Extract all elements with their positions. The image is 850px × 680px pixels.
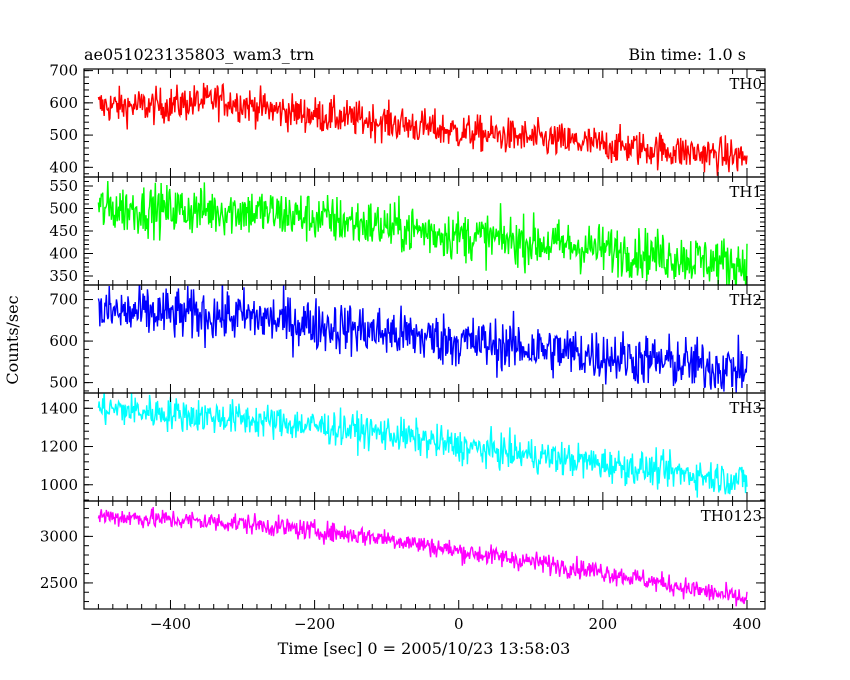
y-tick-label: 400: [49, 245, 78, 263]
series-th2: [97, 285, 748, 393]
panel-label: TH1: [729, 183, 762, 201]
series-th0: [97, 82, 748, 176]
x-tick-label: 400: [733, 615, 762, 633]
y-tick-label: 3000: [40, 527, 78, 545]
series-th1: [97, 181, 748, 285]
x-axis: −400 −200 0 200 400: [150, 615, 761, 633]
x-tick-label: 200: [589, 615, 618, 633]
x-axis-label: Time [sec] 0 = 2005/10/23 13:58:03: [278, 639, 571, 658]
y-tick-label: 500: [49, 374, 78, 392]
series-th3: [97, 393, 748, 498]
y-tick-label: 450: [49, 222, 78, 240]
panel-th0: 400 500 600 700 TH0: [49, 62, 766, 178]
y-tick-label: 600: [49, 94, 78, 112]
y-tick-label: 500: [49, 126, 78, 144]
panel-th0123: 2500 3000 TH0123: [40, 500, 766, 610]
panel-label: TH2: [729, 291, 762, 309]
y-tick-label: 400: [49, 158, 78, 176]
panel-label: TH0: [729, 75, 762, 93]
y-tick-label: 600: [49, 332, 78, 350]
y-tick-label: 1200: [40, 438, 78, 456]
x-tick-label: −200: [294, 615, 335, 633]
y-axis-label: Counts/sec: [3, 295, 22, 384]
y-tick-label: 350: [49, 267, 78, 285]
panel-th3: 1000 1200 1400 TH3: [40, 392, 766, 502]
y-tick-label: 2500: [40, 574, 78, 592]
y-tick-label: 1400: [40, 399, 78, 417]
panel-label: TH0123: [701, 507, 762, 525]
bin-time-label: Bin time: 1.0 s: [628, 45, 746, 64]
y-tick-label: 700: [49, 62, 78, 80]
panel-th2: 500 600 700 TH2: [49, 284, 766, 394]
y-tick-label: 500: [49, 200, 78, 218]
series-th0123: [97, 506, 748, 607]
y-tick-label: 1000: [40, 476, 78, 494]
y-tick-label: 550: [49, 177, 78, 195]
x-tick-label: 0: [454, 615, 464, 633]
chart-title: ae051023135803_wam3_trn: [84, 45, 314, 64]
y-tick-label: 700: [49, 291, 78, 309]
panel-th1: 350 400 450 500 550 TH1: [49, 176, 766, 286]
panels-layer: 400 500 600 700 TH0 350 400 450 500 550 TH1 500 600 7…: [40, 62, 766, 610]
panel-label: TH3: [729, 399, 762, 417]
x-tick-label: −400: [150, 615, 191, 633]
